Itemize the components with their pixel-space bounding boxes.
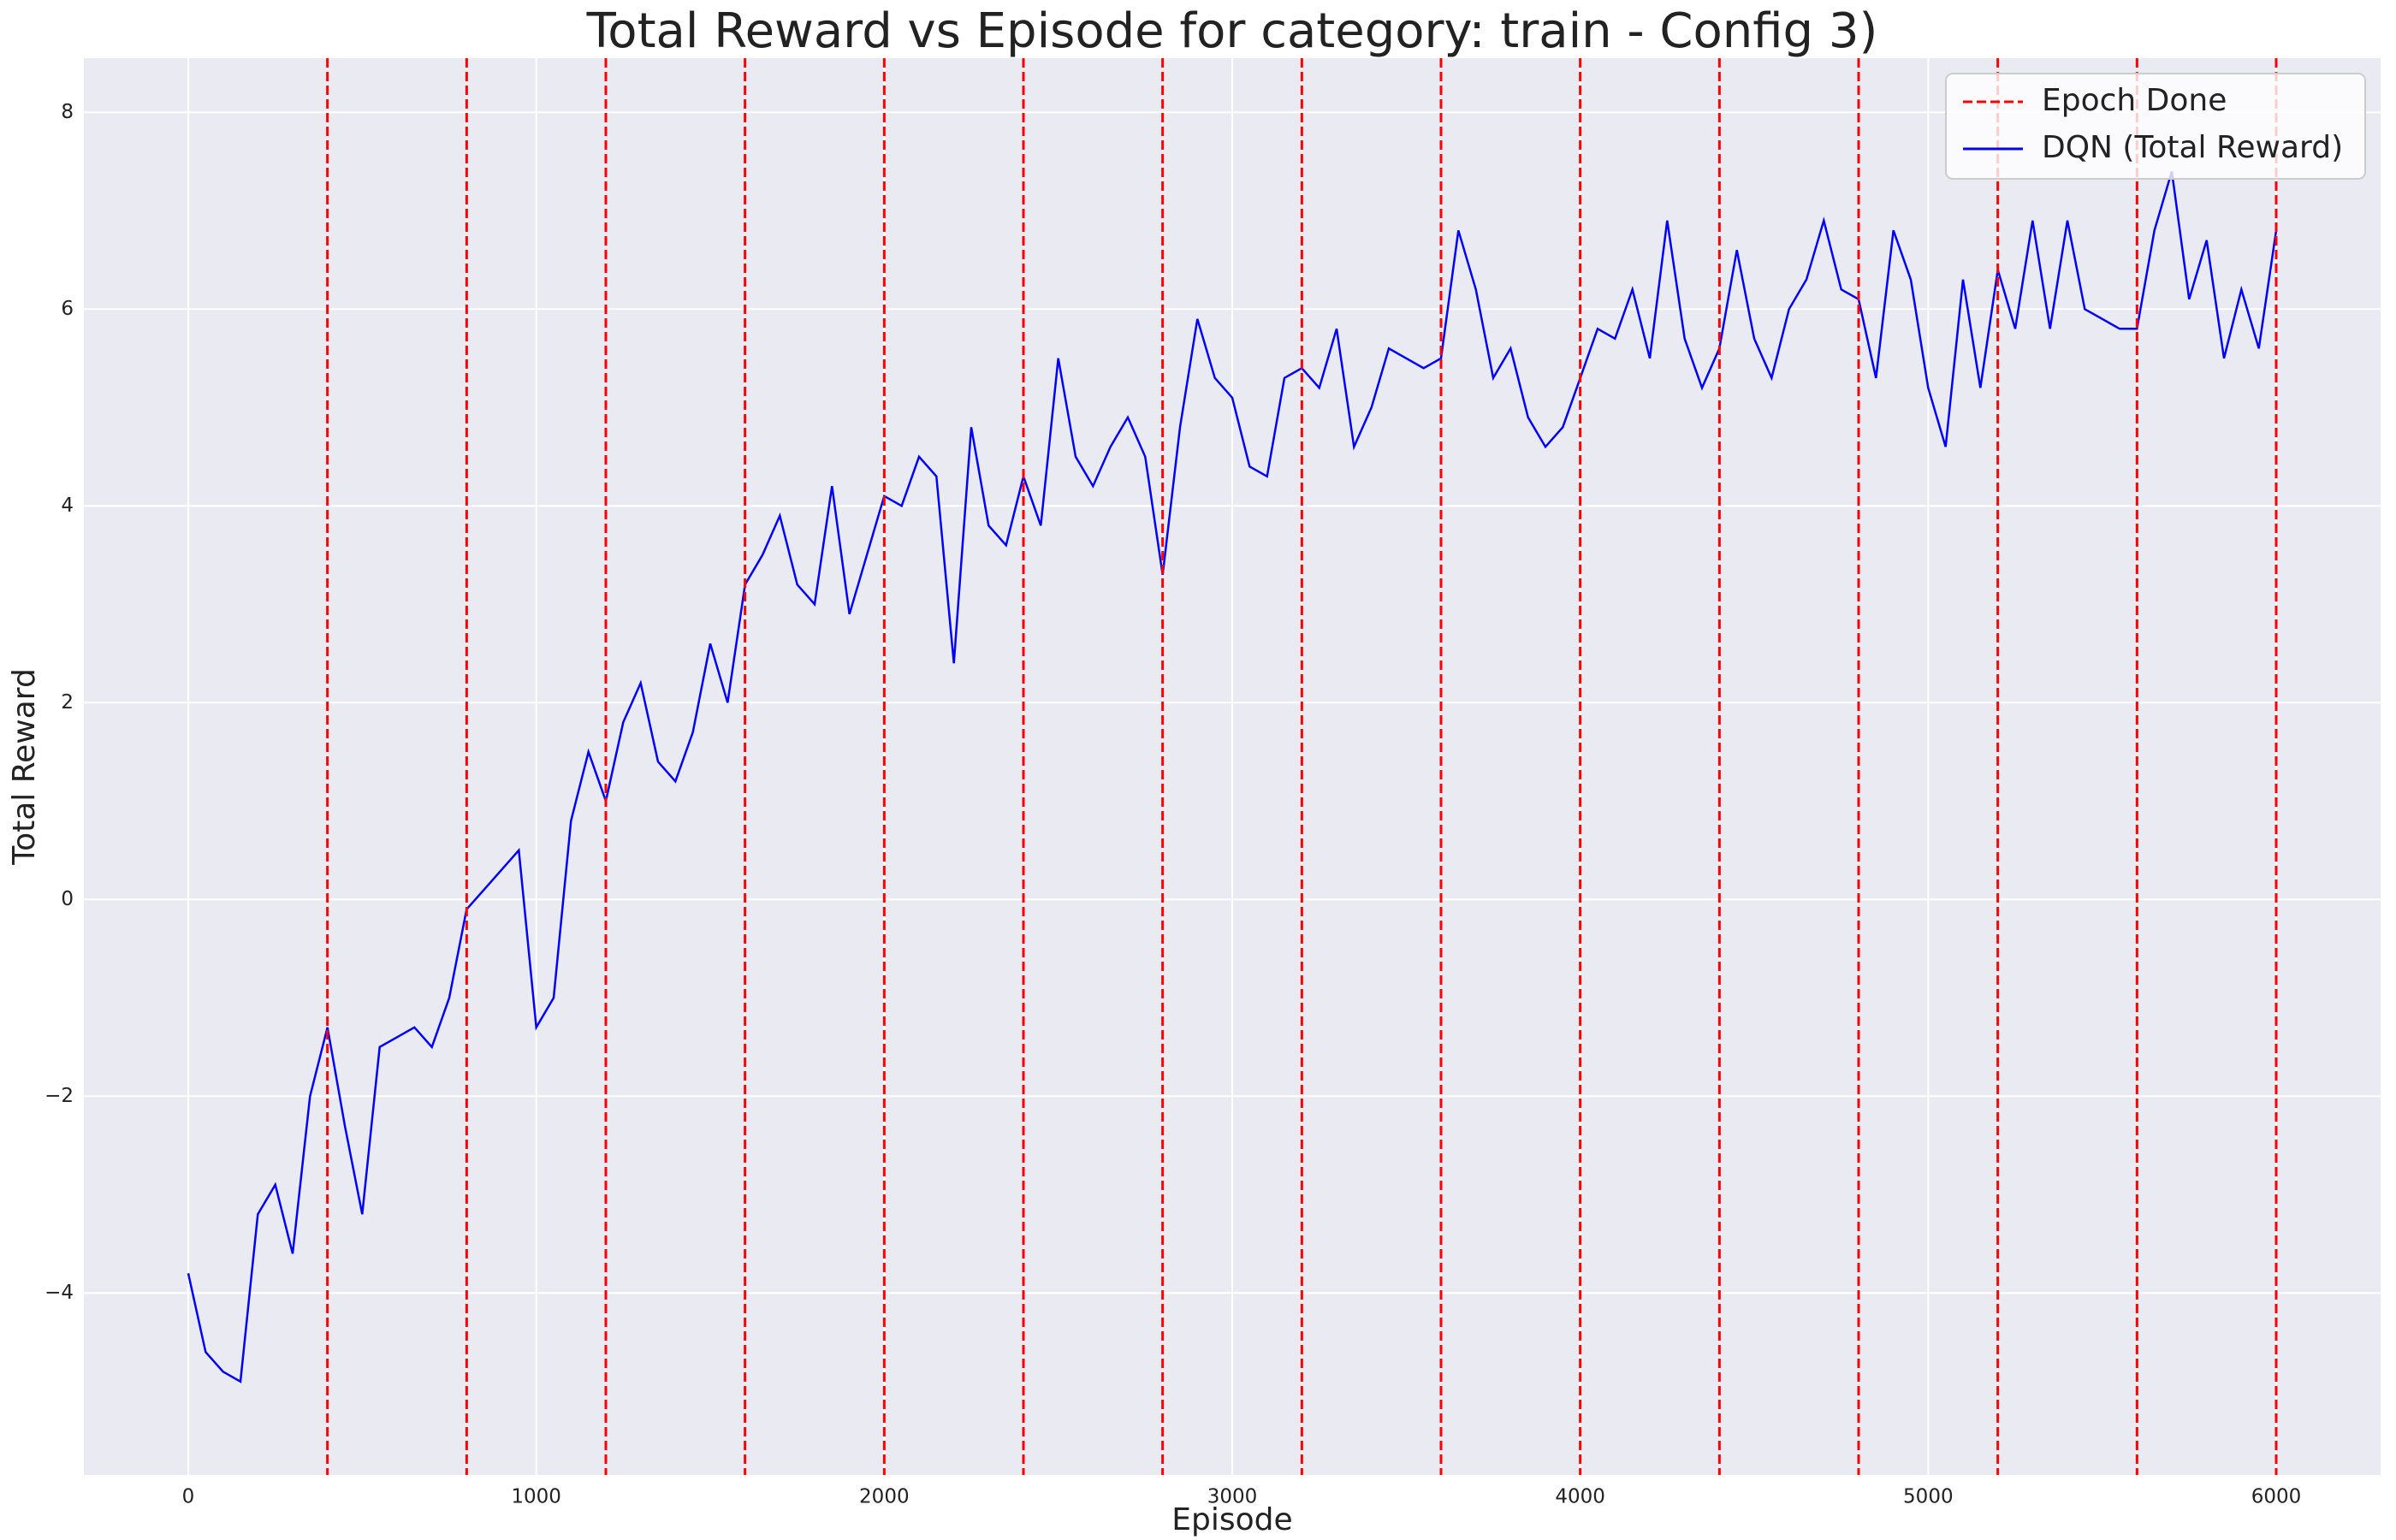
legend-label: Epoch Done	[2042, 83, 2227, 118]
y-tick-label: 8	[61, 101, 74, 123]
legend-label: DQN (Total Reward)	[2042, 130, 2343, 165]
legend: Epoch Done DQN (Total Reward)	[1945, 73, 2366, 180]
data-line	[187, 170, 2278, 1383]
y-tick-label: 4	[61, 495, 74, 517]
y-tick-label: −4	[44, 1282, 74, 1304]
x-tick-label: 1000	[511, 1486, 561, 1508]
legend-box	[1945, 73, 2366, 180]
y-tick-label: 0	[61, 888, 74, 910]
x-tick-label: 6000	[2251, 1486, 2302, 1508]
y-axis-label: Total Reward	[7, 668, 42, 866]
y-tick-label: −2	[44, 1085, 74, 1107]
y-tick-label: 2	[61, 691, 74, 714]
x-tick-label: 0	[182, 1486, 195, 1508]
x-tick-label: 5000	[1903, 1486, 1954, 1508]
x-axis-label: Episode	[1171, 1502, 1292, 1537]
x-tick-label: 2000	[859, 1486, 910, 1508]
chart-title: Total Reward vs Episode for category: tr…	[586, 3, 1878, 59]
x-tick-label: 4000	[1555, 1486, 1605, 1508]
x-tick-label: 3000	[1207, 1486, 1258, 1508]
y-tick-label: 6	[61, 298, 74, 320]
